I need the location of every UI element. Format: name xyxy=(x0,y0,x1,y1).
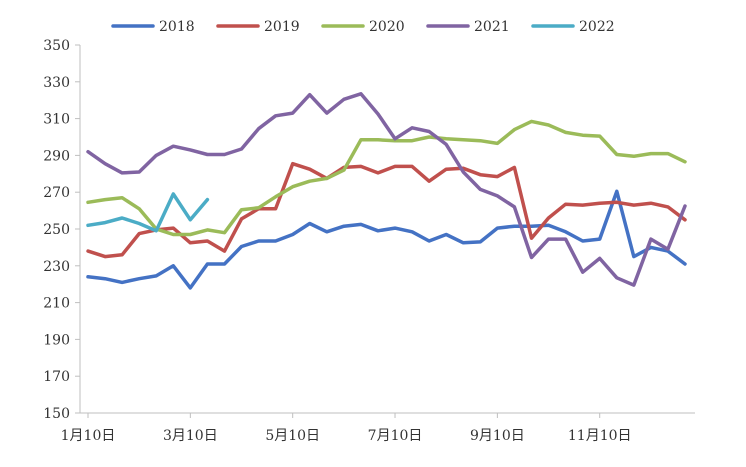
legend: 2018 2019 2020 2021 2022 xyxy=(111,19,615,35)
series-line-2022 xyxy=(86,192,210,233)
x-tick-label: 9月10日 xyxy=(470,428,525,444)
y-tick-label: 290 xyxy=(43,148,70,164)
y-tick-label: 150 xyxy=(43,406,70,422)
x-tick-label: 5月10日 xyxy=(265,428,320,444)
legend-label-2018: 2018 xyxy=(159,19,195,35)
legend-label-2020: 2020 xyxy=(369,19,405,35)
y-tick-label: 190 xyxy=(43,332,70,348)
x-tick-label: 11月10日 xyxy=(568,428,632,444)
y-tick-label: 310 xyxy=(43,112,70,128)
y-tick-label: 350 xyxy=(43,38,70,54)
legend-label-2021: 2021 xyxy=(474,19,510,35)
series-line-2020 xyxy=(86,119,687,237)
y-tick-label: 270 xyxy=(43,185,70,201)
x-tick-label: 7月10日 xyxy=(368,428,423,444)
series-line-2021 xyxy=(86,92,687,287)
y-tick-label: 170 xyxy=(43,369,70,385)
y-tick-label: 230 xyxy=(43,259,70,275)
x-tick-label: 1月10日 xyxy=(61,428,116,444)
legend-label-2022: 2022 xyxy=(579,19,615,35)
y-tick-label: 250 xyxy=(43,222,70,238)
legend-label-2019: 2019 xyxy=(264,19,300,35)
series-line-2019 xyxy=(86,161,687,259)
x-tick-label: 3月10日 xyxy=(163,428,218,444)
y-tick-label: 210 xyxy=(43,296,70,312)
y-tick-label: 330 xyxy=(43,75,70,91)
series-line-2018 xyxy=(86,189,687,290)
series-lines xyxy=(86,92,687,290)
axes: 150 170 190 210 230 250 270 290 310 330 350 1月10日 3月… xyxy=(43,38,695,444)
